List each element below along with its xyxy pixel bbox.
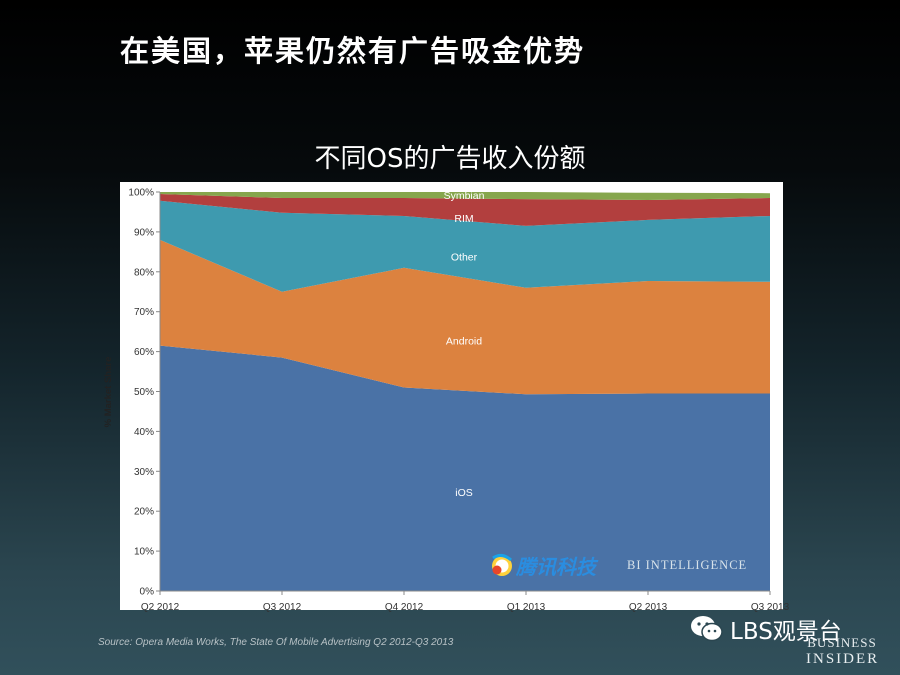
series-label-symbian: Symbian	[444, 190, 485, 202]
area-rim	[160, 193, 770, 226]
x-tick-label: Q2 2012	[141, 602, 180, 613]
tencent-watermark: 腾讯科技	[515, 555, 599, 579]
y-tick-label: 20%	[134, 507, 154, 518]
y-tick-label: 10%	[134, 547, 154, 558]
logo-line-1: BUSINESS	[807, 635, 877, 650]
wechat-label: LBS观景台	[730, 619, 842, 645]
y-tick-label: 0%	[140, 587, 155, 598]
y-tick-label: 90%	[134, 227, 154, 238]
y-tick-label: 50%	[134, 387, 154, 398]
bi-intelligence-watermark: BI INTELLIGENCE	[627, 558, 747, 572]
x-tick-label: Q3 2013	[751, 602, 790, 613]
x-tick-label: Q4 2012	[385, 602, 424, 613]
chart-series-labels: iOS Android Other RIM Symbian	[444, 190, 485, 499]
y-tick-label: 70%	[134, 307, 154, 318]
wechat-icon	[691, 616, 723, 642]
area-other	[160, 200, 770, 292]
chart-areas	[160, 192, 770, 591]
area-android	[160, 239, 770, 395]
series-label-android: Android	[446, 336, 482, 348]
source-note: Source: Opera Media Works, The State Of …	[98, 637, 454, 648]
chart-ticks: 0% 10% 20% 30% 40% 50% 60% 70% 80% 90% 100% Q2 2012…	[128, 188, 789, 614]
y-axis-label: % Market Share	[103, 357, 114, 428]
y-tick-label: 100%	[128, 188, 154, 199]
x-tick-label: Q1 2013	[507, 602, 546, 613]
logo-line-2: INSIDER	[806, 651, 880, 667]
series-label-ios: iOS	[455, 487, 473, 499]
area-ios	[160, 345, 770, 591]
tencent-logo-icon	[492, 553, 512, 576]
chart-title: 不同OS的广告收入份额	[314, 144, 586, 174]
x-tick-label: Q3 2012	[263, 602, 302, 613]
slide-title: 在美国，苹果仍然有广告吸金优势	[120, 34, 586, 68]
y-tick-label: 60%	[134, 347, 154, 358]
y-tick-label: 40%	[134, 427, 154, 438]
business-insider-logo: BUSINESS INSIDER	[806, 634, 878, 668]
watermark: 腾讯科技 BI INTELLIGENCE	[492, 553, 747, 579]
wechat-account: LBS观景台	[690, 612, 842, 646]
y-tick-label: 30%	[134, 467, 154, 478]
y-tick-label: 80%	[134, 267, 154, 278]
area-symbian	[160, 192, 770, 200]
series-label-other: Other	[451, 251, 478, 263]
series-label-rim: RIM	[454, 213, 473, 225]
x-tick-label: Q2 2013	[629, 602, 668, 613]
